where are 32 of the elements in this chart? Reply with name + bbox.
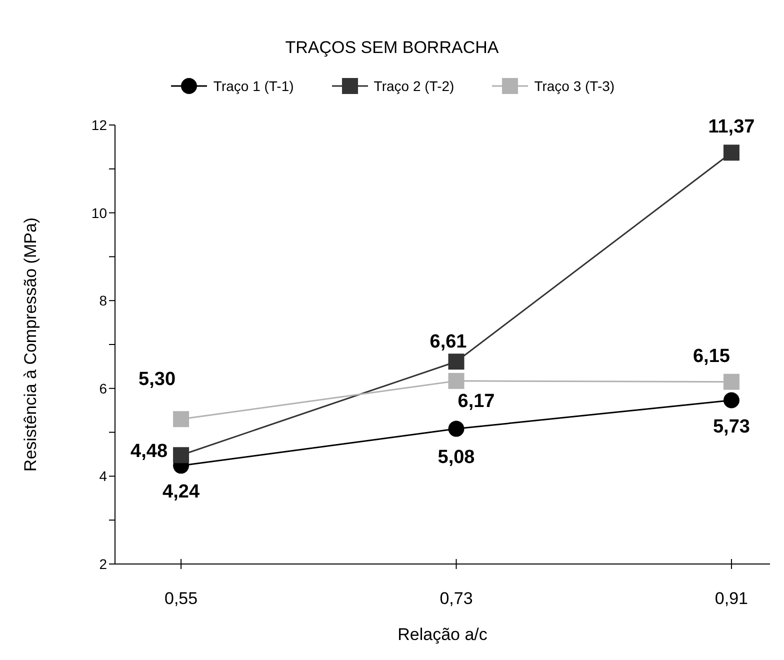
y-tick-label: 2 xyxy=(99,556,108,572)
x-tick-label: 0,55 xyxy=(164,589,198,608)
y-tick-label: 4 xyxy=(99,468,108,484)
point xyxy=(448,420,464,437)
data-label: 4,24 xyxy=(162,482,200,503)
y-tick-label: 12 xyxy=(91,116,108,133)
point xyxy=(173,411,190,428)
point xyxy=(723,374,740,390)
y-axis-title: Resistência à Compressão (MPa) xyxy=(21,217,40,472)
point xyxy=(448,372,464,389)
y-tick-label: 8 xyxy=(99,292,108,309)
legend-label: Traço 1 (T-1) xyxy=(213,78,294,94)
data-label: 11,37 xyxy=(708,116,755,138)
data-label: 5,30 xyxy=(138,369,176,390)
data-label: 5,73 xyxy=(712,416,750,438)
point xyxy=(723,392,740,408)
point xyxy=(173,447,190,464)
legend-label: Traço 3 (T-3) xyxy=(534,78,615,94)
data-label: 4,48 xyxy=(130,441,168,462)
x-tick-label: 0,91 xyxy=(714,589,748,608)
data-label: 6,17 xyxy=(458,390,495,412)
x-tick-label: 0,73 xyxy=(440,589,473,608)
legend-label: Traço 2 (T-2) xyxy=(374,78,454,94)
y-tick-label: 6 xyxy=(99,380,108,396)
data-label: 6,61 xyxy=(430,332,468,353)
data-label: 5,08 xyxy=(438,446,475,468)
data-label: 6,15 xyxy=(692,346,730,367)
x-axis-title: Relação a/c xyxy=(398,625,488,644)
chart-title: TRAÇOS SEM BORRACHA xyxy=(284,38,500,58)
point xyxy=(448,354,464,370)
point xyxy=(723,144,740,161)
y-tick-label: 10 xyxy=(91,204,108,221)
